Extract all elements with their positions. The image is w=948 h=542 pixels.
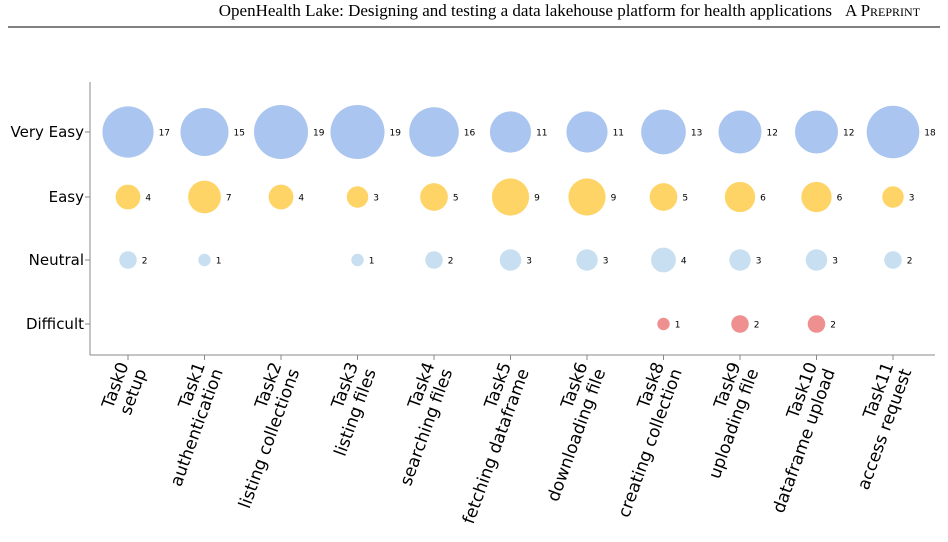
bubble-label: 16 (464, 129, 476, 139)
bubble (718, 110, 762, 154)
bubble (884, 251, 902, 269)
bubble-label: 12 (766, 129, 777, 139)
bubble-label: 19 (390, 129, 402, 139)
bubble-label: 2 (907, 257, 913, 267)
bubble (568, 178, 606, 216)
bubble-label: 1 (675, 321, 681, 331)
y-tick-label: Easy (49, 188, 84, 206)
bubble (801, 181, 832, 213)
bubble-label: 2 (448, 257, 454, 267)
bubble (805, 249, 828, 271)
bubble-label: 2 (830, 321, 836, 331)
bubble-label: 4 (298, 194, 304, 204)
bubble-label: 19 (313, 129, 325, 139)
bubble (882, 186, 904, 208)
bubble-label: 11 (536, 129, 547, 139)
bubble-label: 13 (691, 129, 702, 139)
bubble (566, 111, 608, 153)
bubble-label: 9 (534, 194, 540, 204)
bubble (119, 251, 137, 269)
bubble (795, 110, 838, 154)
bubble-label: 6 (760, 194, 766, 204)
bubble (729, 249, 751, 271)
bubble (651, 247, 676, 273)
bubble (576, 249, 598, 271)
bubble (115, 184, 141, 210)
bubble-label: 5 (453, 194, 459, 204)
bubble-label: 9 (611, 194, 617, 204)
bubble (489, 111, 532, 153)
header-tag: A Preprint (845, 1, 921, 20)
bubble (657, 317, 670, 331)
header-title: OpenHealth Lake: Designing and testing a… (219, 1, 832, 20)
bubble-label: 3 (832, 257, 838, 267)
bubble-label: 17 (159, 129, 170, 139)
bubble-label: 3 (373, 194, 379, 204)
bubble-label: 15 (234, 129, 245, 139)
bubble-label: 3 (526, 257, 532, 267)
bubble (253, 104, 309, 160)
bubble (409, 107, 459, 157)
bubble-label: 6 (837, 194, 843, 204)
bubble-label: 7 (226, 194, 232, 204)
bubble (807, 315, 826, 333)
bubble (420, 183, 448, 211)
bubble (491, 178, 530, 216)
bubble (499, 249, 522, 271)
y-tick-label: Neutral (29, 251, 84, 269)
bubble-label: 2 (142, 257, 148, 267)
bubble (102, 106, 154, 158)
bubble (731, 315, 749, 333)
bubble (268, 184, 294, 210)
bubble (346, 186, 369, 208)
bubble-label: 18 (924, 129, 936, 139)
bubble (724, 181, 756, 213)
bubble-label: 11 (613, 129, 624, 139)
bubble-label: 4 (681, 257, 687, 267)
bubble-label: 1 (369, 257, 375, 267)
bubble-label: 5 (682, 194, 688, 204)
bubble-label: 3 (756, 257, 762, 267)
bubble-label: 2 (754, 321, 760, 331)
bubble (198, 253, 211, 267)
bubble (330, 104, 385, 160)
y-tick-label: Difficult (26, 315, 84, 333)
bubble (425, 251, 443, 269)
bubble-label: 12 (843, 129, 854, 139)
bubble-label: 3 (603, 257, 609, 267)
bubble (866, 105, 920, 159)
bubble (188, 180, 221, 214)
bubble-label: 1 (216, 257, 222, 267)
y-tick-label: Very Easy (11, 123, 85, 141)
bubble (641, 109, 686, 155)
bubble (649, 183, 678, 211)
bubble-label: 4 (145, 194, 151, 204)
bubble (180, 107, 229, 157)
bubble (351, 253, 364, 267)
bubble-label: 3 (909, 194, 915, 204)
